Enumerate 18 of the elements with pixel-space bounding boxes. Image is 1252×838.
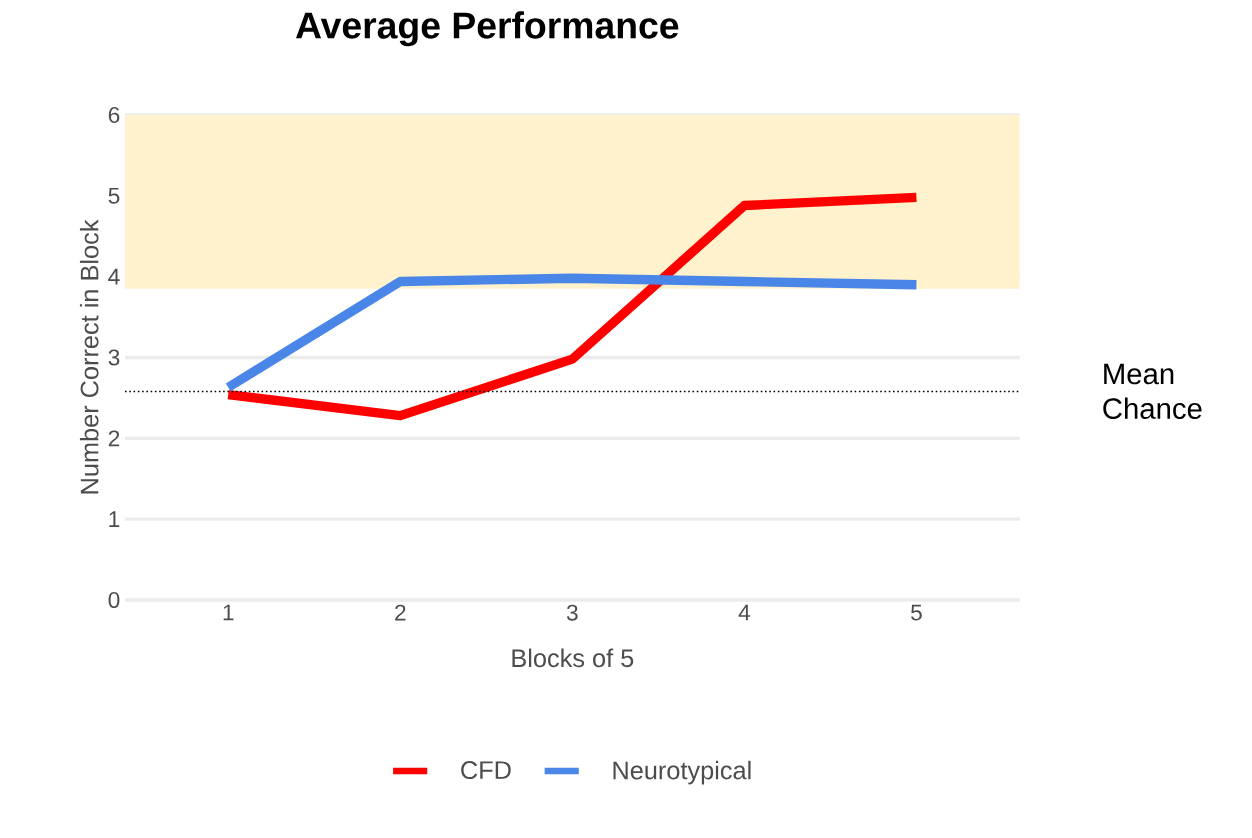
x-tick-label: 1 [223,604,234,621]
x-tick-label: 2 [395,604,406,621]
y-tick-label: 4 [108,268,120,285]
ref-line-label: Mean Chance [1103,363,1202,420]
x-tick-label: 4 [738,604,751,621]
y-tick-label: 6 [108,106,120,124]
y-tick-label: 2 [108,430,120,447]
legend-label: Neurotypical [613,760,751,785]
x-tick-label: 5 [911,604,922,621]
y-tick-label: 3 [108,349,120,366]
x-tick-label: 3 [566,604,578,621]
x-axis-title: Blocks of 5 [512,648,634,668]
legend-label: CFD [461,761,511,780]
y-tick-label: 0 [108,591,120,609]
y-axis-title: Number Correct in Block [79,219,99,494]
chart-title: Average Performance [295,11,679,47]
y-tick-label: 1 [109,511,120,527]
y-tick-label: 5 [108,187,120,204]
